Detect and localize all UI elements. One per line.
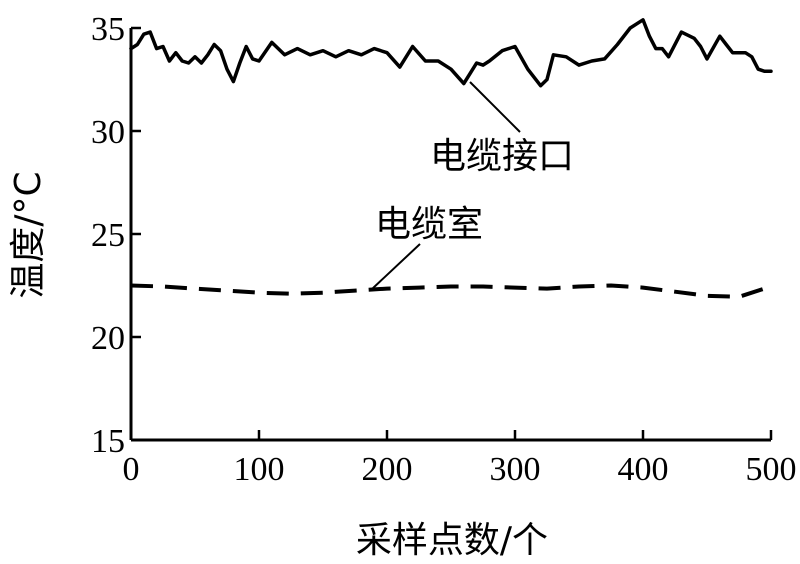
y-axis-label: 温度/°C <box>8 171 49 298</box>
annotation-leader-line <box>469 81 521 133</box>
y-tick-label: 30 <box>91 114 125 151</box>
ticks: 0 100 200 300 400 500 15 20 25 30 35 <box>91 11 797 488</box>
x-tick-label: 400 <box>618 451 669 488</box>
annotation-leader-line <box>371 243 421 290</box>
y-tick-label: 25 <box>91 217 125 254</box>
series-group <box>129 18 773 299</box>
x-tick-label: 100 <box>234 451 285 488</box>
x-tick-label: 500 <box>746 451 797 488</box>
y-tick-label: 15 <box>91 423 125 460</box>
x-tick-label: 200 <box>362 451 413 488</box>
y-tick-label: 20 <box>91 320 125 357</box>
x-tick-label: 300 <box>490 451 541 488</box>
y-tick-label: 35 <box>91 11 125 48</box>
x-axis-label: 采样点数/个 <box>356 520 548 561</box>
annotation-label: 电缆接口 <box>430 136 574 177</box>
annotation-label: 电缆室 <box>375 204 483 245</box>
series-line-cable-room <box>130 283 772 299</box>
series-line-cable-interface <box>129 18 773 88</box>
x-tick-label: 0 <box>123 451 140 488</box>
